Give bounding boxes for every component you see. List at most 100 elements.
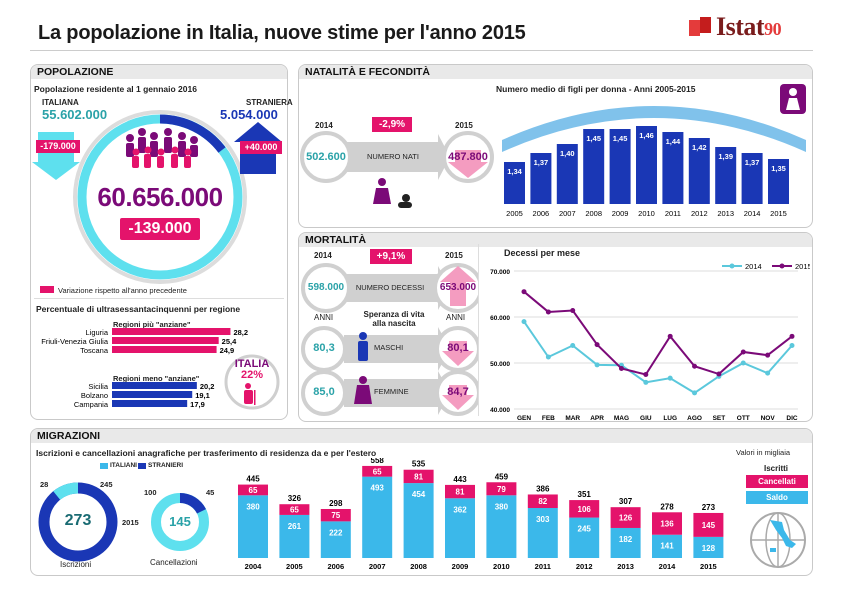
anziani-region-label: Campania — [74, 400, 109, 409]
decessi-point — [643, 379, 649, 385]
popolazione-subtitle: Popolazione residente al 1 gennaio 2016 — [34, 84, 197, 94]
canc-stranieri: 45 — [206, 488, 215, 497]
female-icon — [354, 376, 372, 404]
fecondita-bar — [530, 153, 552, 204]
anziani-bar — [112, 346, 217, 353]
decessi-point — [570, 343, 576, 349]
anziani-chart: Liguria 28,2 Friuli-Venezia Giulia 25,4 Tosc… — [41, 328, 248, 409]
migr-cancellati-label: 106 — [578, 505, 592, 514]
migr-saldo-bar — [320, 521, 351, 558]
decessi-point — [594, 362, 600, 368]
iscr-total: 273 — [64, 512, 92, 529]
legend-iscritti: Iscritti — [763, 464, 788, 473]
migr-saldo-label: 303 — [536, 515, 550, 524]
decessi-month-label: FEB — [542, 415, 555, 420]
anziani-value-label: 28,2 — [233, 328, 248, 337]
migr-saldo-bar — [652, 534, 682, 558]
cancellazioni-label: Cancellazioni — [150, 558, 198, 567]
migrazioni-header: MIGRAZIONI — [31, 429, 812, 443]
nati-down-arrow-icon — [448, 150, 488, 178]
migr-saldo-bar — [403, 483, 434, 558]
italy-globe-icon — [750, 512, 806, 568]
migr-cancellati-bar — [610, 507, 641, 528]
migr-cancellati-label: 82 — [538, 497, 547, 506]
fecondita-bar — [768, 159, 789, 204]
fecondita-bar — [556, 144, 578, 204]
nati-graphic — [300, 131, 494, 208]
migr-iscritti-label: 278 — [660, 502, 674, 511]
brand-logo: Istat90 — [716, 12, 782, 41]
migr-cancellati-bar — [320, 508, 351, 522]
canc-italiani: 100 — [144, 488, 157, 497]
decessi-point — [643, 372, 649, 377]
decessi-point — [594, 342, 600, 348]
anziani-value-label: 19,1 — [195, 391, 210, 400]
migrazioni-donuts — [38, 482, 209, 562]
migr-cancellati-label: 65 — [290, 506, 299, 515]
migr-year-label: 2008 — [410, 562, 427, 571]
maschi-label: MASCHI — [374, 343, 404, 352]
migr-cancellati-label: 65 — [373, 467, 382, 476]
fecondita-value-label: 1,34 — [507, 167, 522, 176]
anziani-region-label: Toscana — [80, 346, 109, 355]
migr-cancellati-label: 75 — [331, 511, 340, 520]
migr-iscritti-label: 298 — [329, 499, 343, 508]
migr-iscritti-label: 535 — [412, 460, 426, 469]
migr-year-label: 2013 — [617, 562, 634, 571]
people-icon — [126, 128, 198, 168]
italiana-label: ITALIANA — [42, 98, 79, 107]
decessi-arrow — [346, 266, 450, 310]
decessi-chart-title: Decessi per mese — [504, 248, 581, 258]
migr-cancellati-label: 81 — [414, 472, 423, 481]
migr-year-label: 2012 — [576, 562, 593, 571]
decessi-label: NUMERO DECESSI — [355, 283, 425, 292]
fecondita-year-label: 2012 — [691, 209, 708, 218]
migr-saldo-label: 141 — [660, 542, 674, 551]
decessi-month-label: OTT — [737, 415, 750, 420]
straniera-value: 5.054.000 — [220, 107, 278, 122]
anziani-bottom-label: Regioni meno "anziane" — [113, 374, 200, 383]
decessi-point — [667, 375, 673, 381]
iscrizioni-label: Iscrizioni — [60, 560, 92, 569]
migr-iscritti-label: 386 — [536, 484, 550, 493]
anziani-value-label: 24,9 — [220, 346, 235, 355]
nati-year-2015: 2015 — [455, 121, 473, 130]
migr-saldo-label: 182 — [619, 535, 633, 544]
migr-cancellati-label: 79 — [497, 485, 506, 494]
decessi-ytick-label: 50.000 — [490, 361, 510, 368]
anziani-value-label: 17,9 — [190, 400, 205, 409]
decessi-point — [667, 333, 673, 339]
anni-label-b: ANNI — [446, 313, 466, 322]
migr-cancellati-bar — [238, 484, 268, 496]
femmine-circle-a — [301, 370, 347, 416]
iscr-italiani: 28 — [40, 480, 49, 489]
migr-year-label: 2006 — [327, 562, 344, 571]
migr-cancellati-bar — [569, 500, 600, 518]
migr-year-label: 2009 — [452, 562, 469, 571]
decessi-point — [765, 370, 771, 376]
legend-cancellati: Cancellati — [746, 475, 808, 488]
migr-cancellati-bar — [279, 504, 310, 515]
mortalita-graphic — [301, 263, 478, 416]
fecondita-bar — [688, 138, 710, 204]
decessi-point — [521, 289, 527, 295]
migr-saldo-label: 362 — [453, 505, 467, 514]
anziani-value-label: 25,4 — [222, 337, 237, 346]
decessi-point — [789, 333, 795, 339]
migr-year-label: 2015 — [700, 562, 717, 571]
speranza-label: Speranza di vita alla nascita — [363, 310, 425, 328]
fecondita-value-label: 1,44 — [666, 137, 681, 146]
maschi-down-arrow-icon — [442, 341, 474, 366]
migr-iscritti-label: 351 — [578, 490, 592, 499]
anziani-bar — [112, 328, 231, 335]
decessi-point — [765, 352, 771, 358]
decessi-month-label: GIU — [640, 415, 652, 420]
migr-year-label: 2014 — [659, 562, 677, 571]
fecondita-title: Numero medio di figli per donna - Anni 2… — [496, 84, 696, 94]
fecondita-value-label: 1,37 — [534, 158, 549, 167]
fecondita-value-label: 1,45 — [586, 134, 601, 143]
decessi-point — [545, 354, 551, 360]
totale-popolazione: 60.656.000 — [97, 182, 223, 212]
page-title: La popolazione in Italia, nuove stime pe… — [38, 22, 526, 44]
mortalita-header: MORTALITÀ — [299, 233, 812, 247]
